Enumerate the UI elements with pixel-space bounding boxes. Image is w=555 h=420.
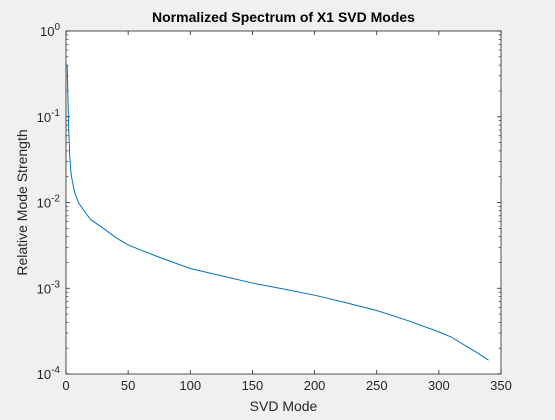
x-axis-label: SVD Mode [250, 398, 318, 414]
x-tick-label: 0 [62, 378, 69, 393]
x-tick-label: 50 [121, 378, 135, 393]
axes-frame [65, 30, 502, 375]
x-tick-label: 350 [490, 378, 512, 393]
y-tick-label: 10-4 [37, 365, 61, 382]
series-line [66, 65, 489, 361]
labels-layer: 0 50 100 150 200 250 300 350 10-4 10-3 10-2 10-1 100 [37, 22, 512, 393]
y-tick-label: 10-3 [37, 279, 61, 296]
y-tick-label: 10-1 [37, 108, 61, 125]
y-tick-label: 100 [40, 22, 60, 39]
x-tick-label: 300 [428, 378, 450, 393]
chart-title: Normalized Spectrum of X1 SVD Modes [152, 9, 415, 25]
x-tick-label: 150 [242, 378, 264, 393]
x-tick-label: 250 [366, 378, 388, 393]
x-tick-label: 200 [304, 378, 326, 393]
y-tick-label: 10-2 [37, 194, 61, 211]
y-axis-label: Relative Mode Strength [14, 129, 30, 275]
x-tick-label: 100 [179, 378, 201, 393]
axes-background [66, 31, 501, 374]
ticks-layer [65, 30, 502, 375]
